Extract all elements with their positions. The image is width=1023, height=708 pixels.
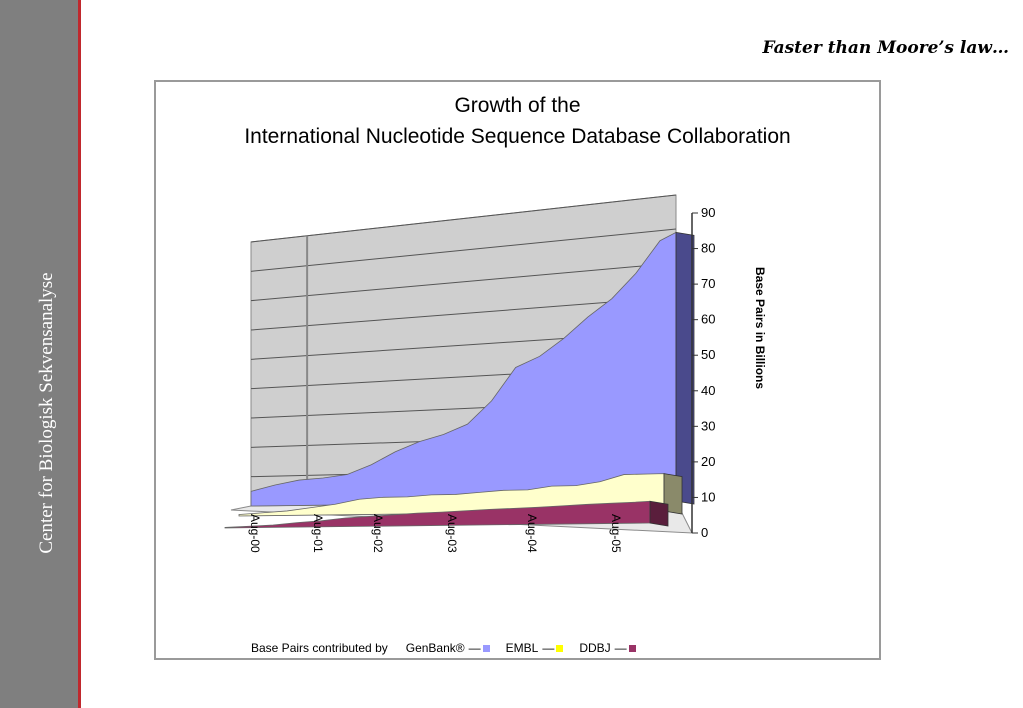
x-tick-label-4: Aug-04: [525, 514, 539, 553]
x-tick-label-3: Aug-03: [445, 514, 459, 553]
series-ddbj-area: [224, 500, 651, 529]
series-embl-area-side: [663, 473, 683, 515]
y-tick-label-7: 70: [701, 276, 715, 291]
y-tick-label-4: 40: [701, 383, 715, 398]
y-tick-label-5: 50: [701, 347, 715, 362]
sidebar-text: Center for Biologisk Sekvensanalyse: [36, 272, 57, 554]
legend-prefix: Base Pairs contributed by: [251, 641, 388, 655]
y-tick-label-9: 90: [701, 205, 715, 220]
legend-ddbj-label: DDBJ: [579, 641, 611, 655]
y-tick-label-0: 0: [701, 525, 708, 540]
y-tick-label-6: 60: [701, 312, 715, 327]
x-tick-label-5: Aug-05: [609, 514, 623, 553]
gridline-9: [250, 194, 677, 243]
x-tick-label-2: Aug-02: [371, 514, 385, 553]
gridline-7: [250, 262, 677, 302]
y-tick-label-1: 10: [701, 489, 715, 504]
legend: Base Pairs contributed by GenBank® — EMB…: [251, 641, 652, 655]
y-axis-label: Base Pairs in Billions: [753, 267, 767, 389]
x-tick-label-1: Aug-01: [311, 514, 325, 553]
sidebar: Center for Biologisk Sekvensanalyse: [0, 0, 78, 708]
series-ddbj-area-side: [649, 500, 669, 527]
y-tick-label-8: 80: [701, 241, 715, 256]
y-tick-label-2: 20: [701, 454, 715, 469]
gridline-8: [250, 228, 677, 272]
series-genbank-area-side: [675, 231, 695, 505]
gridline-6: [250, 296, 677, 331]
chart-title: Growth of the: [454, 94, 581, 117]
sidebar-accent-line: [78, 0, 81, 708]
series-genbank-area: [250, 231, 677, 507]
x-tick-label-0: Aug-00: [248, 514, 262, 553]
chart-plot: 0 10 20 30 40 50 60 70 80 90 Base Pairs in Billion…: [224, 194, 767, 553]
slide-title: Faster than Moore’s law…: [762, 38, 1009, 58]
legend-ddbj-swatch: [628, 644, 636, 652]
y-tick-label-3: 30: [701, 418, 715, 433]
legend-embl-swatch: [556, 644, 564, 652]
chart-subtitle: International Nucleotide Sequence Databa…: [244, 125, 791, 148]
legend-embl-label: EMBL: [505, 641, 539, 655]
legend-genbank-label: GenBank®: [405, 641, 465, 655]
legend-genbank-swatch: [482, 644, 490, 652]
series-embl-area: [238, 473, 665, 517]
chart-frame: Growth of the International Nucleotide S…: [154, 80, 881, 660]
